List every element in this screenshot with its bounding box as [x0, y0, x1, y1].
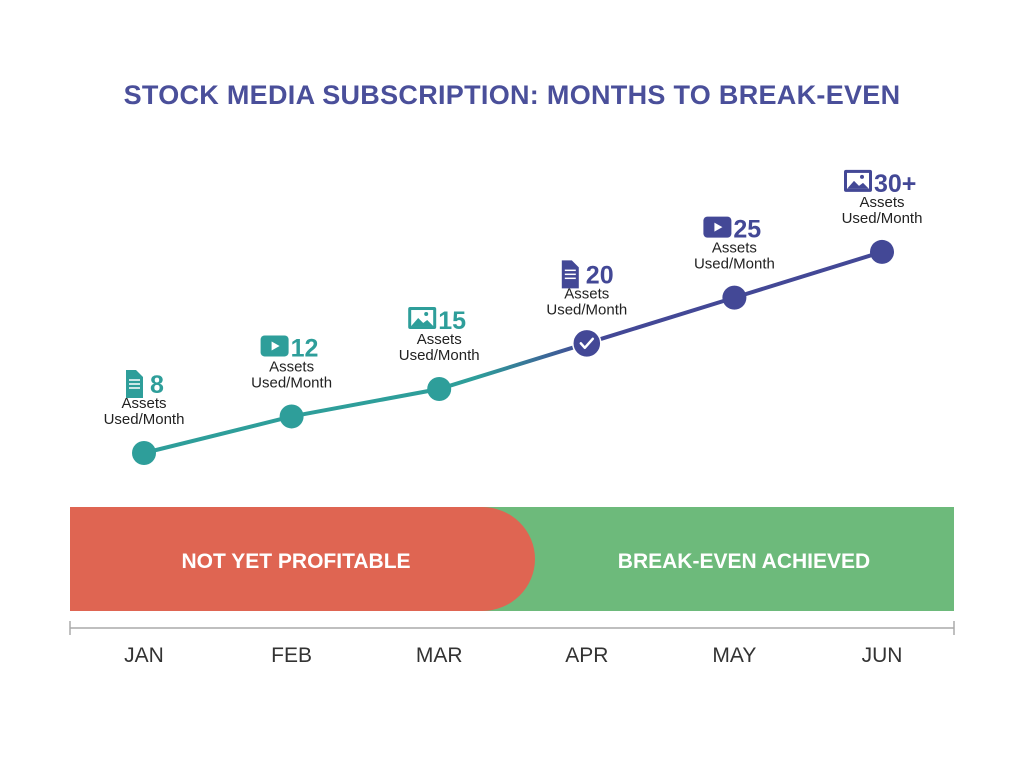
- zone-label-not-profitable: NOT YET PROFITABLE: [181, 550, 410, 573]
- unit-label-line1: Assets: [712, 240, 757, 257]
- value-label-apr: 20: [586, 261, 614, 289]
- play-triangle: [714, 222, 723, 232]
- zone-label-break-even: BREAK-EVEN ACHIEVED: [618, 550, 870, 573]
- zone-not-profitable: [70, 507, 535, 611]
- unit-label-line2: Used/Month: [399, 347, 480, 364]
- unit-label-line2: Used/Month: [104, 411, 185, 428]
- series-line: [143, 250, 883, 455]
- chart-title: STOCK MEDIA SUBSCRIPTION: MONTHS TO BREA…: [123, 80, 901, 110]
- unit-label-line2: Used/Month: [694, 256, 775, 273]
- data-point-may: [722, 285, 747, 310]
- x-tick-label-apr: APR: [565, 644, 608, 667]
- value-label-feb: 12: [291, 334, 319, 362]
- value-label-mar: 15: [438, 307, 466, 335]
- value-label-jun: 30+: [874, 170, 916, 198]
- data-point-mar: [427, 377, 452, 402]
- checkmark-icon: [579, 337, 595, 350]
- document-icon: [561, 260, 579, 289]
- image-icon: [408, 307, 437, 330]
- image-sun: [860, 174, 864, 179]
- unit-label-line1: Assets: [859, 194, 904, 211]
- unit-label-line1: Assets: [121, 395, 166, 412]
- unit-label-line1: Assets: [564, 285, 609, 302]
- x-tick-label-may: MAY: [712, 644, 756, 667]
- x-tick-label-feb: FEB: [271, 644, 312, 667]
- image-mountain: [847, 180, 869, 189]
- video-play-icon: [260, 335, 289, 357]
- break-even-marker: [572, 328, 602, 359]
- data-point-feb: [279, 404, 304, 429]
- data-point-jan: [132, 441, 156, 465]
- image-mountain: [411, 318, 434, 327]
- play-triangle: [271, 341, 280, 351]
- value-label-jan: 8: [150, 371, 164, 399]
- image-sun: [424, 312, 429, 317]
- x-tick-label-jan: JAN: [124, 644, 164, 667]
- unit-label-line2: Used/Month: [546, 301, 627, 318]
- x-tick-label-jun: JUN: [862, 644, 903, 667]
- unit-label-line2: Used/Month: [251, 374, 332, 391]
- unit-label-line1: Assets: [417, 331, 462, 348]
- value-label-may: 25: [733, 216, 761, 244]
- unit-label-line2: Used/Month: [842, 210, 923, 227]
- data-point-jun: [870, 239, 894, 264]
- image-icon: [844, 169, 872, 192]
- unit-label-line1: Assets: [269, 358, 314, 375]
- video-play-icon: [703, 216, 732, 238]
- x-tick-label-mar: MAR: [416, 644, 463, 667]
- document-icon: [126, 370, 143, 398]
